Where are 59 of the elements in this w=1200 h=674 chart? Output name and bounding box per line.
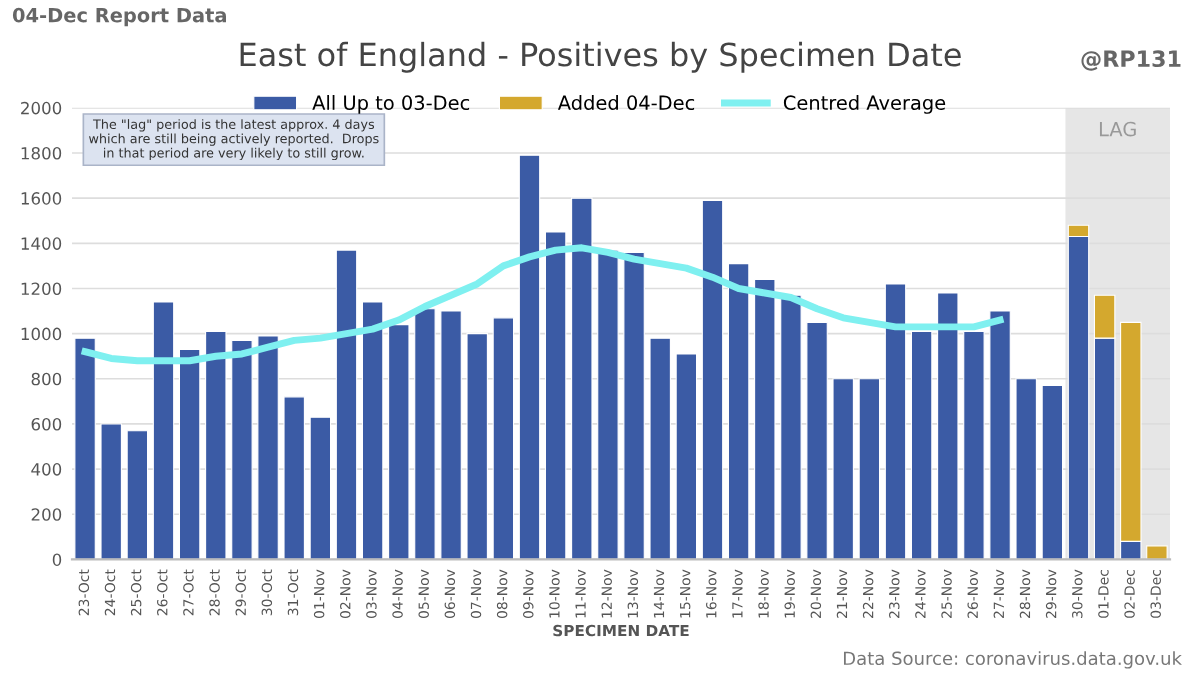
bar: [806, 321, 828, 560]
y-tick-label: 200: [31, 508, 62, 521]
source-note: Data Source: coronavirus.data.gov.uk: [843, 651, 1182, 669]
bar: [780, 294, 802, 560]
chart-title: East of England - Positives by Specimen Date: [240, 41, 961, 73]
bar: [257, 335, 279, 560]
bar: [178, 348, 201, 560]
y-tick-label: 0: [52, 553, 62, 566]
bar: [440, 310, 462, 560]
bar: [884, 283, 907, 560]
legend-label: All Up to 03-Dec: [312, 95, 470, 114]
y-tick-label: 1400: [21, 237, 62, 250]
bar: [335, 249, 358, 560]
legend-label: Centred Average: [783, 95, 946, 114]
y-tick-label: 1800: [21, 146, 62, 160]
bar: [910, 330, 933, 560]
bar: [1146, 545, 1168, 560]
bar: [544, 231, 567, 560]
bar: [832, 378, 854, 560]
bar: [754, 278, 776, 560]
bar: [571, 197, 593, 560]
bar: [597, 249, 619, 560]
y-tick-label: 400: [31, 463, 62, 476]
bar: [388, 324, 410, 560]
bar: [126, 430, 149, 560]
y-tick-label: 800: [31, 372, 62, 386]
text: @RP131: [1081, 50, 1181, 71]
bar: [858, 378, 881, 560]
y-tick-label: 1200: [21, 282, 62, 296]
bar: [989, 310, 1011, 560]
bar: [100, 423, 122, 560]
bar: [701, 199, 724, 560]
bar: [937, 292, 959, 560]
legend-label: Added 04-Dec: [557, 95, 695, 111]
y-tick-label: 1000: [21, 327, 62, 341]
bar: [727, 263, 750, 560]
bar: [492, 317, 515, 560]
band-label: LAG: [1099, 121, 1136, 137]
bar: [309, 416, 332, 560]
bar: [231, 339, 253, 560]
y-tick-label: 1600: [21, 192, 62, 205]
chart-subtitle: 04-Dec Report Data: [12, 7, 226, 27]
bar: [963, 330, 985, 560]
bar: [361, 301, 384, 560]
line-series: [81, 244, 1004, 365]
bar: [152, 301, 175, 560]
bar: [1015, 378, 1037, 560]
bar: [283, 396, 305, 560]
bar: [518, 154, 541, 560]
y-tick-label: 600: [31, 417, 62, 431]
bar: [466, 333, 488, 560]
bar: [205, 330, 227, 560]
y-tick-label: 2000: [21, 101, 62, 115]
bar: [74, 337, 96, 560]
bar: [649, 337, 671, 560]
bar: [414, 308, 436, 560]
bar: [623, 251, 645, 560]
bar: [1041, 385, 1064, 560]
bar: [675, 353, 698, 560]
